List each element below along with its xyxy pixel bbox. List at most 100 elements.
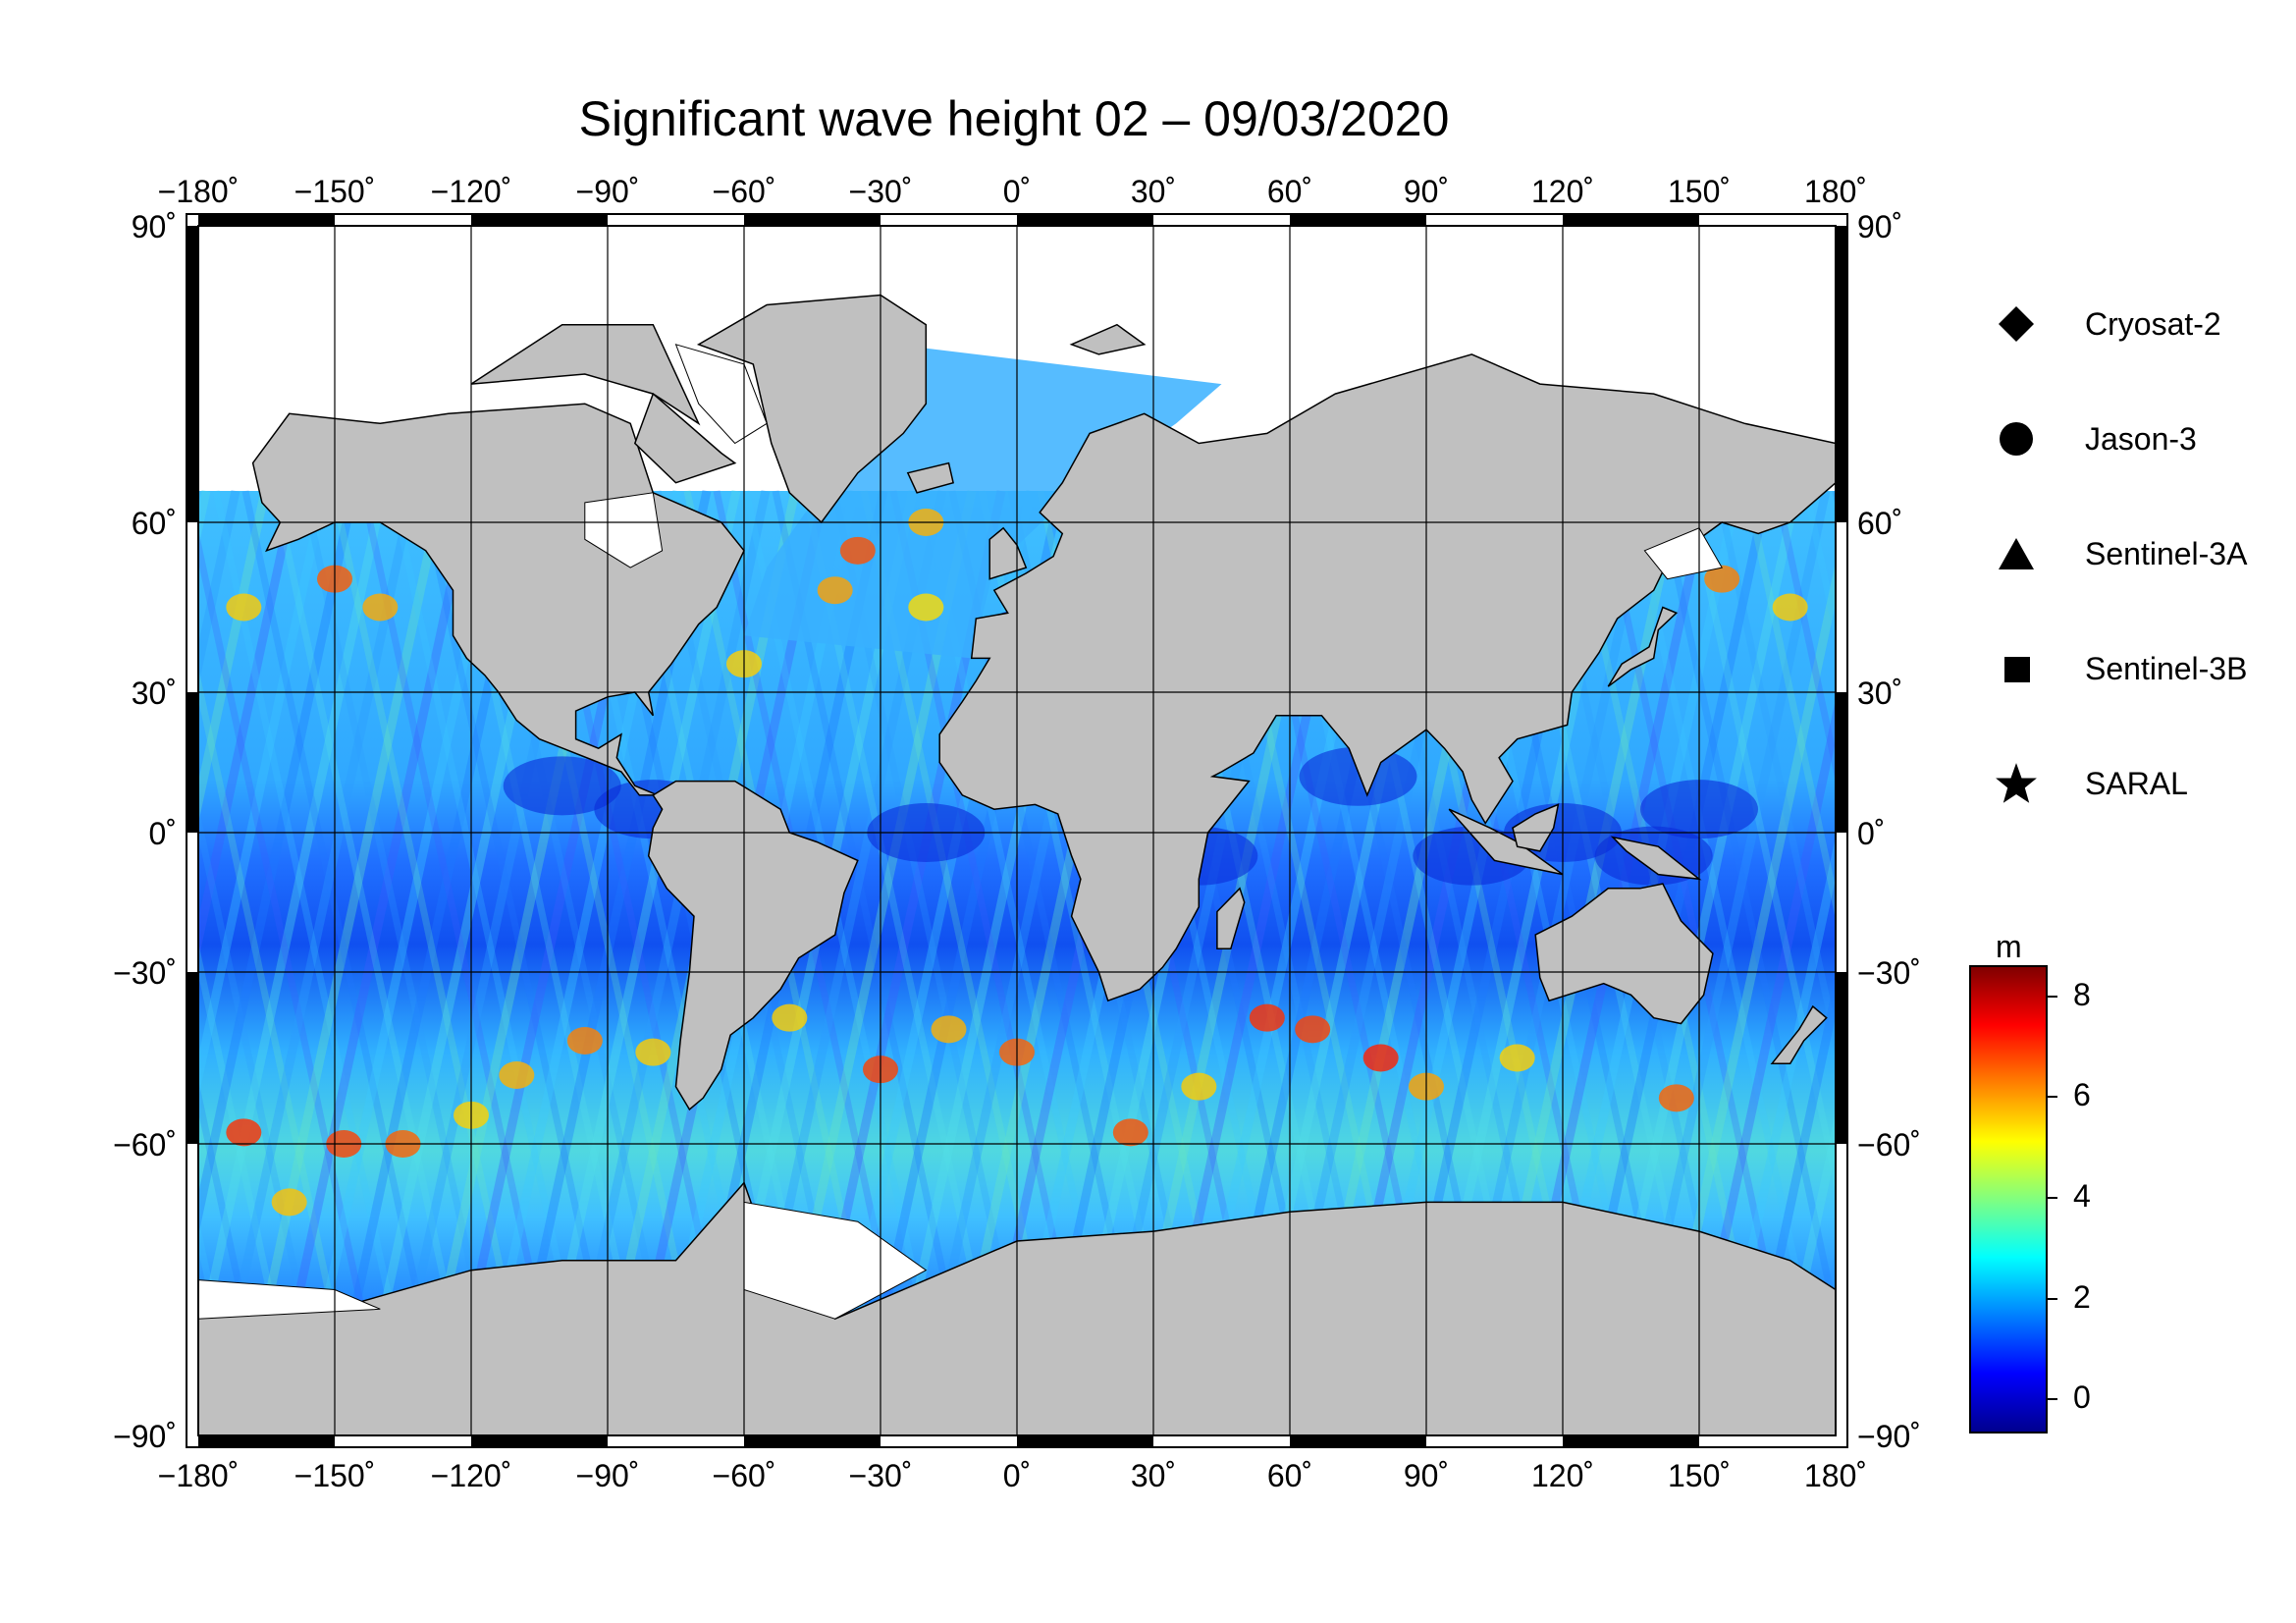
swath-track <box>212 490 397 1317</box>
frame-bar-top <box>744 214 881 226</box>
lon-tick-top: −150˚ <box>294 174 376 209</box>
swath-track <box>330 490 514 1317</box>
hotspot <box>635 1038 671 1066</box>
lon-tick-bottom: 30˚ <box>1131 1458 1176 1493</box>
frame-bar-left <box>187 972 198 1144</box>
ice-hudson-bay <box>584 492 664 568</box>
swath-track <box>584 490 771 1317</box>
legend-item-cryosat-2: Cryosat-2 <box>1993 299 2221 349</box>
swath-track <box>0 491 128 1316</box>
legend-label: Cryosat-2 <box>2085 305 2221 342</box>
land-canadian-arctic <box>470 323 701 426</box>
frame-bar-left <box>187 226 198 522</box>
land-madagascar <box>1216 887 1246 950</box>
swath-track <box>201 490 388 1317</box>
lon-tick-bottom: 0˚ <box>1003 1458 1031 1493</box>
swath-track <box>1644 490 1831 1317</box>
hotspot <box>226 593 262 622</box>
frame-bar-bottom <box>471 1435 608 1447</box>
lon-tick-top: −30˚ <box>849 174 913 209</box>
lat-tick-right: 30˚ <box>1857 676 1902 711</box>
swath-track <box>198 490 240 686</box>
colorbar-gradient <box>1969 965 2048 1434</box>
swath-track <box>1733 836 1836 1317</box>
swath-track <box>1684 490 1836 1195</box>
lon-tick-top: 60˚ <box>1267 174 1312 209</box>
swath-track <box>290 490 476 1317</box>
legend-label: Jason-3 <box>2085 420 2197 457</box>
lon-tick-bottom: −90˚ <box>576 1458 640 1493</box>
lat-tick-right: −30˚ <box>1857 955 1921 991</box>
map-frame <box>186 213 1848 1448</box>
hotspot <box>931 1015 967 1044</box>
colorbar-tick-mark <box>2048 1297 2057 1300</box>
land-new-zealand <box>1770 1004 1828 1065</box>
swath-track <box>1655 490 1836 1317</box>
hotspot <box>1295 1015 1331 1044</box>
hotspot <box>817 576 853 605</box>
legend-label: Sentinel-3A <box>2085 535 2248 571</box>
lon-tick-top: 150˚ <box>1668 174 1731 209</box>
hotspot <box>499 1061 535 1089</box>
graticule <box>198 226 1836 1435</box>
lon-tick-top: 180˚ <box>1804 174 1867 209</box>
swath-track <box>198 804 308 1317</box>
swath-track <box>198 490 329 1099</box>
frame-bar-right <box>1836 226 1847 522</box>
star-icon <box>1993 760 2040 807</box>
swath-track <box>260 490 447 1317</box>
lon-tick-top: −120˚ <box>431 174 512 209</box>
swath-track <box>198 490 358 1236</box>
hotspot <box>1658 1084 1694 1112</box>
hotspot <box>1181 1072 1217 1101</box>
frame-bar-bottom <box>198 1435 335 1447</box>
frame-bar-top <box>1017 214 1153 226</box>
land-svalbard <box>1069 323 1147 355</box>
lat-tick-left: 30˚ <box>132 676 177 711</box>
swath-track <box>198 490 299 961</box>
swath-track <box>1703 698 1836 1317</box>
swath-track <box>1468 490 1654 1317</box>
lon-tick-bottom: −60˚ <box>713 1458 776 1493</box>
wave-height-map: −180˚ −180˚ −150˚ −150˚ −120˚ −120˚ −90˚ −90˚ −6… <box>0 174 1921 1493</box>
swath-track <box>1596 490 1781 1317</box>
swath-track <box>198 490 211 549</box>
lat-tick-left: −90˚ <box>113 1419 177 1454</box>
swath-track <box>271 490 455 1317</box>
land-australia <box>1534 883 1714 1025</box>
swath-track <box>1674 561 1836 1317</box>
swath-track <box>198 667 338 1317</box>
swath-track <box>1743 490 1836 920</box>
frame-bar-top <box>1290 214 1426 226</box>
lon-tick-bottom: 90˚ <box>1404 1458 1449 1493</box>
hotspot <box>362 593 399 622</box>
map-title: Significant wave height 02 – 09/03/2020 <box>578 91 1450 146</box>
lon-tick-top: 0˚ <box>1003 174 1031 209</box>
legend-item-jason-3: Jason-3 <box>1993 414 2197 463</box>
lon-tick-bottom: 120˚ <box>1531 1458 1594 1493</box>
colorbar-tick: 6 <box>2073 1077 2091 1113</box>
colorbar-tick: 4 <box>2073 1177 2091 1214</box>
swath-track <box>1773 490 1836 783</box>
lon-tick-bottom: −180˚ <box>158 1458 240 1493</box>
circle-icon <box>1993 415 2040 462</box>
swath-track <box>359 490 544 1317</box>
swath-track <box>241 490 426 1317</box>
hotspot <box>1499 1044 1535 1072</box>
frame-bar-right <box>1836 692 1847 833</box>
lon-tick-top: −180˚ <box>158 174 240 209</box>
swath-track <box>0 491 157 1316</box>
lat-tick-left: 0˚ <box>149 816 177 851</box>
hotspot <box>1704 565 1740 593</box>
swath-track <box>198 490 270 824</box>
frame-bar-top <box>471 214 608 226</box>
colorbar-unit: m <box>1996 929 2022 964</box>
legend-item-sentinel-3a: Sentinel-3A <box>1993 529 2247 578</box>
lon-tick-top: 120˚ <box>1531 174 1594 209</box>
colorbar-tick-mark <box>2048 1096 2057 1099</box>
swath-track <box>1762 973 1836 1317</box>
lat-tick-left: −60˚ <box>113 1127 177 1163</box>
frame-bar-bottom <box>1017 1435 1153 1447</box>
swath-track <box>198 942 279 1317</box>
hotspot <box>839 536 876 565</box>
